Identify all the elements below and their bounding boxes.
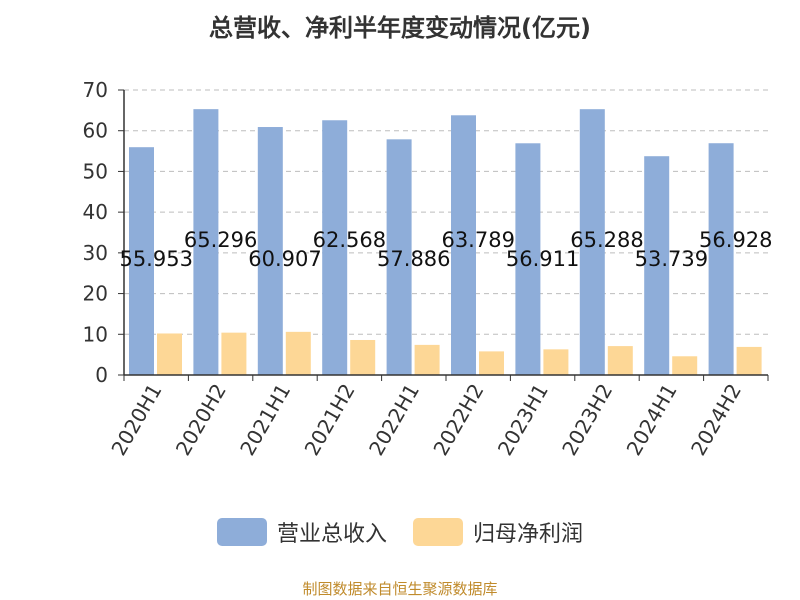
bar-revenue[interactable] (386, 139, 412, 375)
legend: 营业总收入 归母净利润 (0, 516, 800, 548)
x-tick-label: 2020H1 (106, 380, 166, 460)
bar-net-profit[interactable] (736, 346, 762, 375)
x-tick-label: 2022H1 (364, 380, 424, 460)
legend-label-net-profit: 归母净利润 (473, 522, 584, 547)
data-label-revenue: 53.739 (635, 247, 708, 271)
chart-title: 总营收、净利半年度变动情况(亿元) (209, 14, 591, 42)
y-tick-label: 60 (83, 119, 108, 143)
source-note: 制图数据来自恒生聚源数据库 (302, 580, 498, 598)
data-label-revenue: 65.288 (570, 228, 643, 252)
y-tick-label: 50 (83, 159, 108, 183)
bar-net-profit[interactable] (414, 344, 440, 375)
x-tick-label: 2021H2 (300, 380, 360, 460)
bar-revenue[interactable] (579, 109, 605, 375)
data-label-revenue: 56.911 (506, 247, 579, 271)
bar-net-profit[interactable] (607, 346, 633, 375)
grid-lines (124, 89, 768, 335)
data-label-revenue: 56.928 (699, 228, 772, 252)
bar-revenue[interactable] (515, 143, 541, 375)
x-tick-label: 2020H2 (171, 380, 231, 460)
legend-item-net-profit[interactable]: 归母净利润 (413, 516, 583, 548)
data-label-revenue: 55.953 (119, 247, 192, 271)
data-label-revenue: 60.907 (248, 247, 321, 271)
legend-item-revenue[interactable]: 营业总收入 (216, 516, 387, 548)
y-tick-label: 40 (83, 200, 108, 224)
bar-net-profit[interactable] (350, 339, 376, 375)
x-tick-label: 2022H2 (428, 380, 488, 460)
bar-net-profit[interactable] (479, 351, 504, 375)
x-tick-label: 2024H2 (686, 380, 746, 460)
bar-revenue[interactable] (322, 120, 348, 376)
data-label-revenue: 63.789 (441, 228, 514, 252)
bar-net-profit[interactable] (285, 331, 311, 375)
bar-revenue[interactable] (129, 147, 154, 375)
y-tick-label: 10 (83, 322, 108, 346)
bar-revenue[interactable] (193, 109, 219, 375)
y-tick-label: 0 (95, 363, 108, 387)
bar-revenue[interactable] (257, 127, 283, 375)
y-tick-label: 30 (83, 241, 108, 265)
x-tick-label: 2021H1 (235, 380, 295, 460)
x-tick-label: 2024H1 (622, 380, 682, 460)
bar-net-profit[interactable] (543, 349, 569, 375)
data-label-revenue: 65.296 (184, 228, 257, 252)
legend-label-revenue: 营业总收入 (276, 522, 387, 547)
y-tick-label: 20 (83, 282, 108, 306)
data-labels: 55.95365.29660.90762.56857.88663.78956.9… (119, 228, 772, 271)
data-label-revenue: 57.886 (377, 247, 450, 271)
y-tick-label: 70 (83, 78, 108, 102)
bar-revenue[interactable] (708, 143, 734, 375)
legend-swatch-net-profit (413, 518, 463, 546)
bar-net-profit[interactable] (221, 332, 247, 375)
x-tick-label: 2023H2 (557, 380, 617, 460)
bar-net-profit[interactable] (157, 333, 182, 375)
bar-marks (129, 109, 762, 376)
bar-revenue[interactable] (451, 115, 476, 375)
legend-swatch-revenue (216, 518, 267, 546)
bar-net-profit[interactable] (672, 356, 698, 375)
bar-revenue[interactable] (644, 156, 670, 375)
x-tick-label: 2023H1 (493, 380, 553, 460)
data-label-revenue: 62.568 (313, 228, 386, 252)
